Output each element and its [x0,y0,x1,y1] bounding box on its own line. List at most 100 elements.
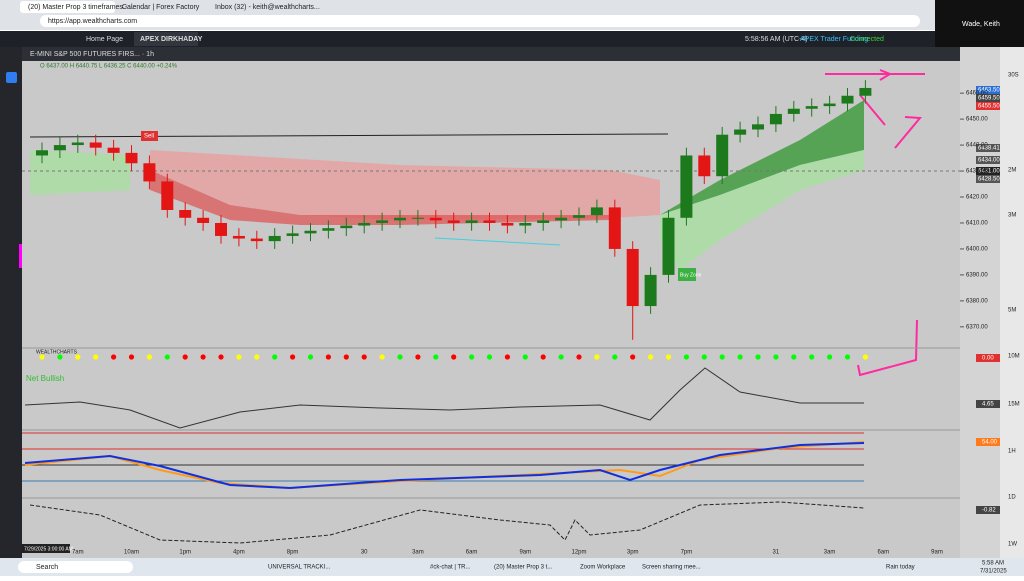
signal-dot [791,354,797,360]
price-label: 6455.50 [978,104,1000,110]
nav-tab[interactable]: Home Page [86,36,123,43]
timeframe[interactable]: 5M [1008,308,1016,314]
signal-dot [469,354,475,360]
y-tick-label: 6440.00 [966,143,988,149]
candle-body [573,215,585,218]
signal-dot [218,354,224,360]
signal-dot [111,354,117,360]
tray-date: 7/31/2025 [980,569,1007,575]
level-line [29,133,669,138]
url[interactable]: https://app.wealthcharts.com [48,18,137,25]
address-bar[interactable] [40,15,920,27]
x-tick-label: 10am [124,550,139,556]
ohlc-readout: O 6437.00 H 6440.75 L 6436.25 C 6440.00 … [40,64,178,70]
signal-dot [862,354,869,360]
taskbar-app[interactable]: Screen sharing mee... [642,565,701,571]
taskbar-app[interactable]: #ck-chat | TR... [430,565,471,571]
signal-dot [594,354,600,360]
signal-dot [254,354,260,360]
value-badge [976,400,1000,408]
buy-label: Buy Zone [680,272,702,278]
active-tab[interactable] [134,32,198,46]
candle-body [501,222,514,226]
tab-title[interactable]: Inbox (32) - keith@wealthcharts... [215,4,320,11]
price-label-bg [976,156,1000,164]
timeframe[interactable]: 10M [1008,354,1020,360]
signal-dot [540,354,546,360]
signal-dot [773,354,779,360]
y-tick-label: 6430.00 [966,169,988,175]
signal-dot [630,354,636,360]
account[interactable]: APEX Trader Funding [800,36,868,43]
candle-body [125,152,138,164]
tab[interactable] [20,1,115,13]
bull-band [660,100,864,215]
timeframe[interactable]: 2M [1008,168,1016,174]
taskbar-app[interactable]: (20) Master Prop 3 t... [494,565,553,571]
x-tick-label: 7am [72,550,84,556]
y-tick-label: 6450.00 [966,117,988,123]
taskbar-app[interactable]: Zoom Workplace [580,565,626,571]
panel-value: 54.00 [982,440,998,446]
add-button[interactable] [6,72,17,83]
panel-value: 4.65 [982,402,994,408]
signal-dot [361,354,367,360]
x-tick-label: 1pm [179,550,191,556]
search-label[interactable]: Search [36,564,58,571]
taskbar-app[interactable]: UNIVERSAL TRACKI... [268,565,331,571]
nav-tab[interactable]: APEX DIRKHADAY [140,36,203,43]
candle-body [841,95,854,104]
candle-body [53,145,66,151]
signal-dot [164,354,170,360]
candle-body [769,113,782,125]
candle-body [107,147,120,153]
candle-body [752,124,764,130]
tab-title[interactable]: Calendar | Forex Factory [122,4,200,11]
x-tick-label: 12pm [571,550,586,556]
x-tick-label: 3pm [627,550,639,556]
instrument-title: E-MINI S&P 500 FUTURES FIRS... · 1h [30,51,154,58]
panel-value: -0.82 [982,508,996,514]
candle-body [519,222,532,226]
candle-body [429,217,442,221]
value-badge [976,354,1000,362]
signal-dot [486,354,493,360]
search-box[interactable] [18,561,133,573]
timeframe[interactable]: 1D [1008,495,1016,501]
candle-body [537,220,550,223]
price-label-bg [976,167,1000,175]
candle-body [143,163,156,182]
signal-dot [290,354,296,360]
oscillator-line [24,367,864,429]
x-tick-label: 6am [877,550,889,556]
signal-dot [307,354,314,360]
tab-title[interactable]: (20) Master Prop 3 timeframes - ... [28,4,135,11]
timeframe[interactable]: 3M [1008,213,1016,219]
x-tick-label: 9am [519,550,531,556]
timeframe[interactable]: 1H [1008,449,1016,455]
sell-marker [141,131,158,141]
candle-body [89,142,102,148]
signal-dot [93,354,99,360]
candle-body [394,217,406,221]
candle-body [36,150,48,156]
candle-body [71,142,84,146]
timeframe[interactable]: 15M [1008,402,1020,408]
candle-body [250,238,263,242]
signal-dot [146,354,152,360]
sentiment: Net Bullish [26,374,64,383]
signal-dot [558,354,564,360]
signal-dot [325,354,331,360]
app-toolbar [0,31,935,47]
y-tick-label: 6380.00 [966,298,988,304]
price-axis [960,47,1000,558]
candle-body [608,207,621,249]
timeframe[interactable]: 30S [1008,73,1019,79]
x-tick-label: 3am [824,550,836,556]
y-tick-label: 6410.00 [966,221,988,227]
y-tick-label: 6400.00 [966,247,988,253]
chart-header [22,47,960,61]
signal-dot [719,354,725,360]
candle-body [626,248,639,307]
timeframe[interactable]: 1W [1008,542,1017,548]
